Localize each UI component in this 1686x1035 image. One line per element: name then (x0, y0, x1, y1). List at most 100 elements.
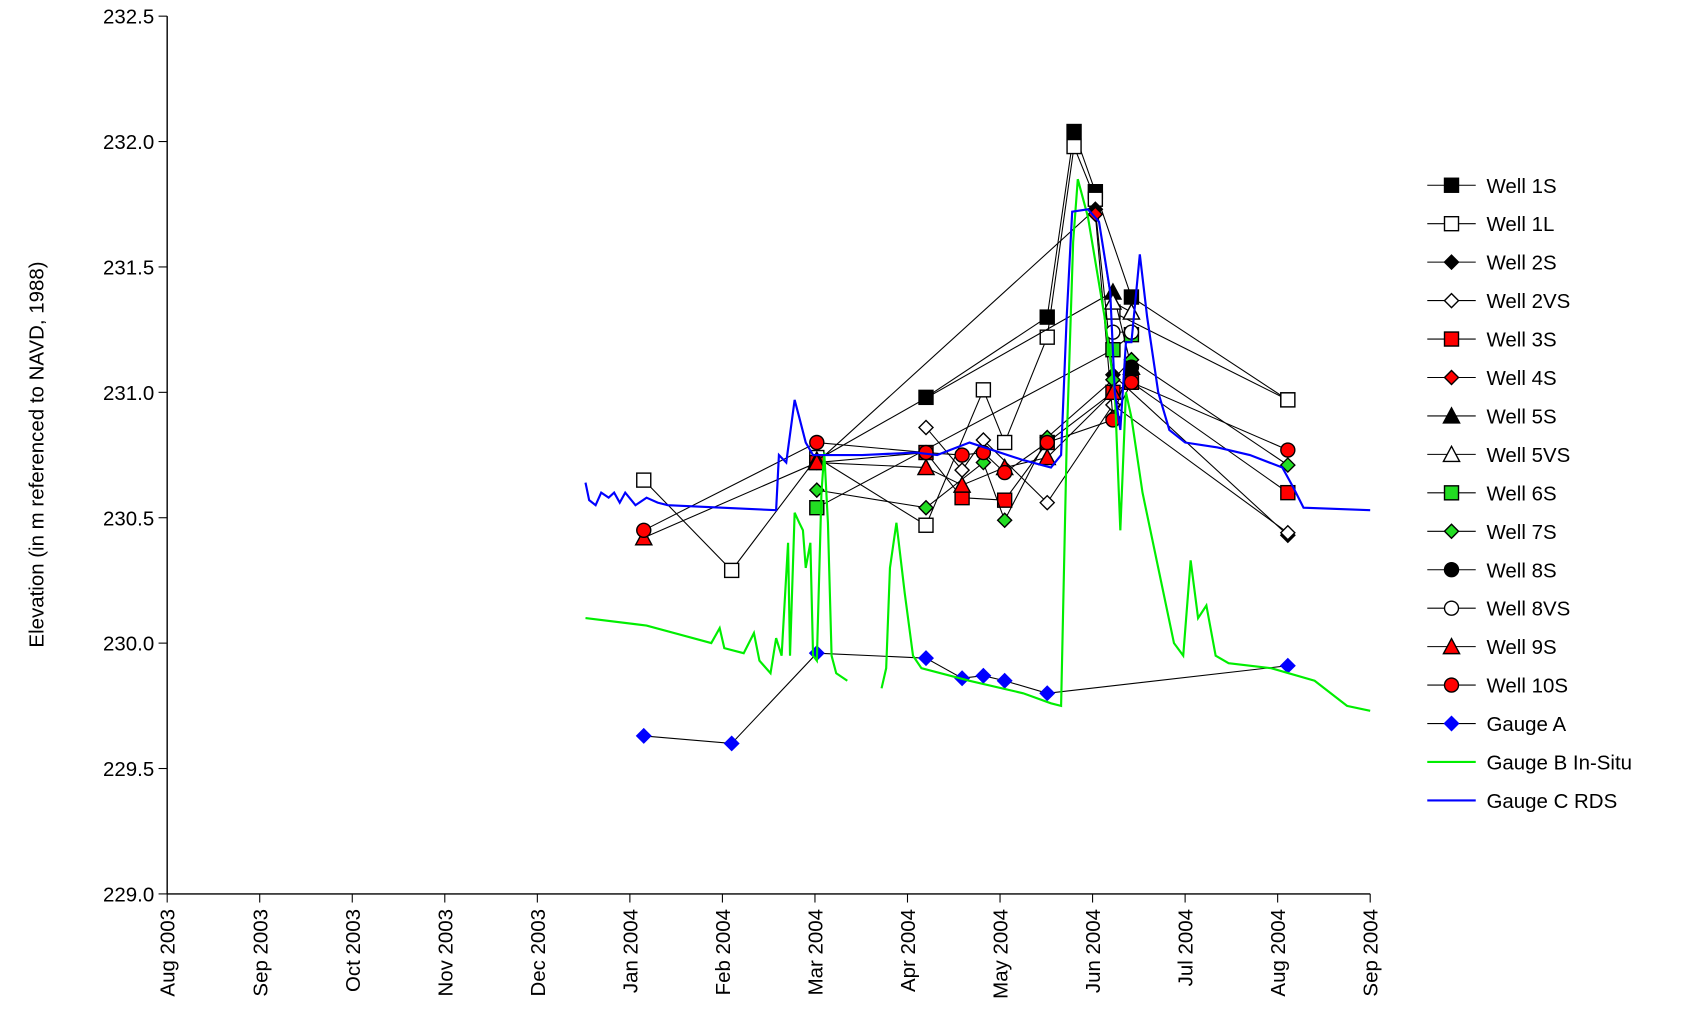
x-tick-label: Apr 2004 (897, 909, 920, 992)
legend-label: Well 7S (1487, 521, 1557, 544)
legend-item: Well 9S (1427, 636, 1557, 659)
series-line (925, 404, 1289, 534)
y-tick-label: 230.5 (103, 507, 154, 530)
data-point (918, 650, 934, 667)
data-point (975, 667, 992, 684)
x-tick-label: Sep 2004 (1360, 909, 1383, 997)
x-tick-label: Feb 2004 (712, 909, 735, 995)
data-point (1039, 329, 1055, 345)
y-axis-label: Elevation (in m referenced to NAVD, 1988… (25, 261, 48, 647)
data-point (1039, 685, 1056, 702)
legend-label: Well 5VS (1487, 444, 1571, 467)
legend-marker (1442, 444, 1461, 463)
legend-item: Well 10S (1427, 675, 1568, 698)
data-point (1123, 359, 1140, 375)
legend-item: Well 2S (1427, 252, 1557, 275)
series (634, 382, 1123, 546)
legend-marker (1443, 715, 1460, 732)
data-point (636, 472, 652, 488)
legend-label: Well 5S (1487, 405, 1557, 428)
data-point (809, 434, 825, 451)
legend-label: Gauge B In-Situ (1487, 752, 1633, 775)
data-point (1039, 494, 1056, 511)
x-tick-label: Sep 2003 (249, 909, 272, 997)
data-point (636, 522, 652, 538)
series (584, 208, 1371, 512)
data-point (918, 499, 934, 516)
legend-marker (1443, 677, 1460, 693)
data-point (1066, 123, 1082, 140)
series (918, 396, 1296, 541)
data-point (1280, 442, 1296, 458)
legend-label: Well 4S (1487, 367, 1557, 390)
legend-item: Well 8VS (1427, 598, 1570, 621)
legend-marker (1443, 254, 1460, 271)
x-tick-label: May 2004 (990, 909, 1013, 999)
data-point (918, 517, 934, 533)
series-line (816, 291, 1132, 461)
legend-item: Well 4S (1427, 367, 1557, 390)
series-line (925, 131, 1289, 401)
data-point (996, 464, 1013, 481)
data-point (1039, 309, 1055, 325)
data-point (1103, 382, 1123, 401)
legend-marker (1443, 215, 1460, 232)
legend-item: Gauge B In-Situ (1427, 752, 1632, 775)
y-tick-label: 230.0 (103, 633, 154, 656)
gauge-line (585, 452, 848, 682)
legend-item: Well 1S (1427, 175, 1557, 198)
data-point (918, 389, 934, 406)
data-point (635, 727, 652, 744)
legend-item: Gauge C RDS (1427, 790, 1617, 813)
legend-marker (1443, 177, 1460, 193)
data-point (1280, 392, 1296, 408)
legend-label: Gauge C RDS (1487, 790, 1618, 813)
x-tick-label: Jun 2004 (1082, 909, 1105, 993)
legend-marker (1443, 523, 1460, 540)
data-point (996, 492, 1013, 508)
series-line (816, 208, 1289, 536)
legend-item: Well 2VS (1427, 290, 1570, 313)
y-tick-label: 232.0 (103, 131, 154, 154)
y-tick-label: 229.0 (103, 883, 154, 906)
legend-marker (1443, 562, 1460, 578)
y-tick-label: 232.5 (103, 6, 154, 29)
data-point (996, 434, 1013, 451)
data-point (916, 458, 936, 476)
data-point (1279, 524, 1296, 541)
data-point (996, 672, 1013, 689)
gauge-line (584, 208, 1371, 512)
series-line (643, 652, 1288, 745)
y-tick-label: 231.5 (103, 256, 154, 279)
legend-item: Well 1L (1427, 213, 1554, 236)
series (808, 201, 1296, 544)
series (1103, 292, 1141, 320)
data-point (723, 735, 740, 752)
y-tick-label: 231.0 (103, 382, 154, 405)
legend-item: Well 5VS (1427, 444, 1570, 467)
data-point (954, 447, 970, 463)
legend-label: Well 1S (1487, 175, 1557, 198)
legend-item: Well 3S (1427, 329, 1557, 352)
legend-marker (1443, 331, 1460, 347)
legend-item: Well 5S (1427, 405, 1557, 428)
legend-label: Well 9S (1487, 636, 1557, 659)
legend-marker (1443, 600, 1460, 616)
legend-marker (1443, 292, 1460, 309)
legend-marker (1443, 485, 1460, 501)
legend-label: Well 8S (1487, 559, 1557, 582)
x-tick-label: Oct 2003 (342, 909, 365, 992)
data-point (1066, 138, 1082, 155)
data-point (1279, 457, 1296, 474)
legend-label: Well 8VS (1487, 598, 1571, 621)
x-tick-label: Mar 2004 (804, 909, 827, 995)
data-point (807, 452, 827, 471)
data-point (1122, 302, 1141, 320)
x-tick-label: Dec 2003 (527, 909, 550, 997)
legend-label: Well 2S (1487, 252, 1557, 275)
gauge-line (880, 178, 1371, 712)
data-point (723, 562, 740, 579)
data-point (952, 475, 972, 493)
data-point (1103, 292, 1123, 310)
